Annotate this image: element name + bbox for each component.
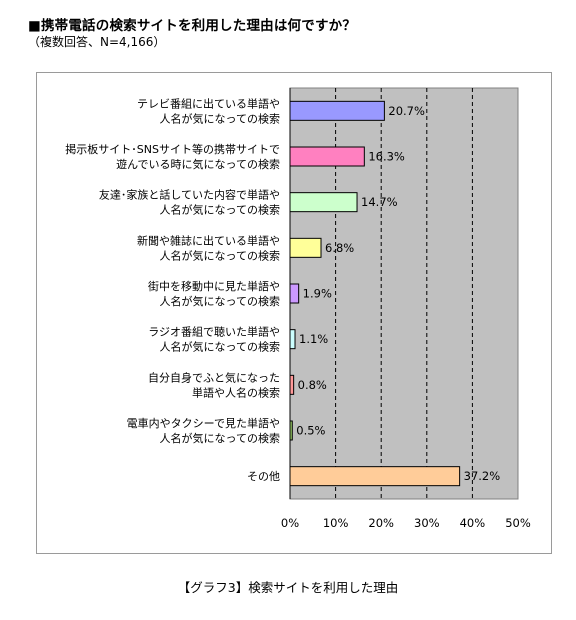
data-label: 0.8%	[298, 378, 327, 392]
data-label: 6.8%	[325, 241, 354, 255]
data-label: 1.9%	[303, 287, 332, 301]
bar	[289, 237, 322, 258]
category-label: テレビ番組に出ている単語や	[137, 96, 280, 110]
data-label: 20.7%	[388, 104, 425, 118]
data-label: 14.7%	[361, 195, 398, 209]
chart-frame	[36, 72, 552, 554]
category-label: 掲示板サイト･SNSサイト等の携帯サイトで	[65, 142, 280, 156]
category-label: 新聞や雑誌に出ている単語や	[137, 233, 280, 247]
bar	[289, 146, 365, 167]
x-tick-label: 30%	[414, 516, 440, 530]
bar	[289, 420, 293, 441]
category-label: 友達･家族と話していた内容で単語や	[99, 188, 280, 202]
bar	[289, 329, 296, 350]
category-label: 遊んでいる時に気になっての検索	[116, 157, 280, 171]
category-label: 人名が気になっての検索	[160, 340, 280, 354]
bar	[289, 192, 358, 213]
chart-title: ■携帯電話の検索サイトを利用した理由は何ですか？	[28, 18, 357, 34]
category-label: 自分自身でふと気になった	[148, 370, 280, 384]
x-tick-label: 20%	[368, 516, 394, 530]
category-label: 人名が気になっての検索	[160, 203, 280, 217]
x-tick-label: 50%	[505, 516, 531, 530]
data-label: 37.2%	[464, 469, 501, 483]
category-label: 人名が気になっての検索	[160, 294, 280, 308]
bar	[289, 283, 300, 304]
data-label: 1.1%	[299, 332, 328, 346]
bar	[289, 466, 461, 487]
figure-caption: 【グラフ3】検索サイトを利用した理由	[177, 580, 399, 595]
x-tick-label: 10%	[323, 516, 349, 530]
data-label: 16.3%	[368, 150, 405, 164]
bar	[289, 100, 385, 121]
x-tick-label: 40%	[460, 516, 486, 530]
category-label: 人名が気になっての検索	[160, 111, 280, 125]
category-label: ラジオ番組で聴いた単語や	[148, 325, 280, 339]
category-label: 単語や人名の検索	[192, 385, 280, 399]
x-tick-label: 0%	[281, 516, 299, 530]
bar	[289, 374, 295, 395]
category-label: 人名が気になっての検索	[160, 248, 280, 262]
category-label: 街中を移動中に見た単語や	[148, 279, 280, 293]
chart-subtitle: （複数回答、N=4,166）	[28, 35, 166, 49]
data-label: 0.5%	[296, 424, 325, 438]
category-label: 電車内やタクシーで見た単語や	[127, 416, 280, 430]
category-label: その他	[247, 470, 280, 483]
category-label: 人名が気になっての検索	[160, 431, 280, 445]
